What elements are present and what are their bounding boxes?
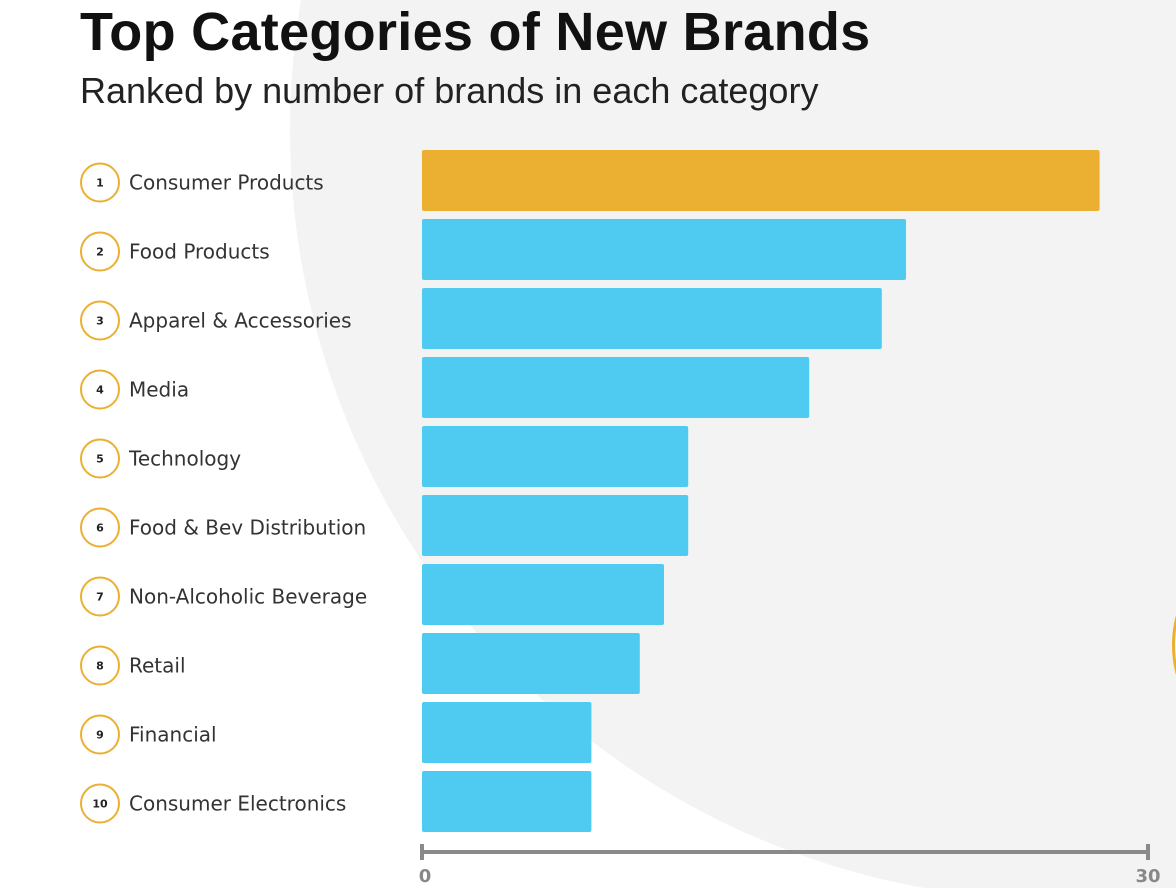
rank-number-9: 9 — [96, 729, 104, 742]
category-label-3: Apparel & Accessories — [129, 309, 352, 333]
category-label-6: Food & Bev Distribution — [129, 516, 366, 540]
rank-circle-7 — [80, 576, 120, 617]
x-tick-label-0: 0 — [419, 866, 432, 887]
rank-circle-9 — [80, 714, 120, 755]
page-title: Top Categories of New Brands — [80, 2, 871, 62]
category-label-10: Consumer Electronics — [129, 792, 346, 816]
rank-circle-5 — [80, 438, 120, 479]
x-tick-label-30: 30 — [1135, 866, 1160, 887]
category-label-4: Media — [129, 378, 189, 402]
bar-5 — [422, 426, 689, 487]
rank-circle-1 — [80, 162, 120, 203]
bar-2 — [422, 219, 906, 280]
bar-8 — [422, 633, 640, 694]
rank-number-7: 7 — [96, 591, 104, 604]
category-label-1: Consumer Products — [129, 171, 324, 195]
bar-6 — [422, 495, 689, 556]
bar-3 — [422, 288, 882, 349]
rank-number-8: 8 — [96, 660, 104, 673]
rank-number-5: 5 — [96, 453, 104, 466]
category-label-9: Financial — [129, 723, 217, 747]
category-label-8: Retail — [129, 654, 186, 678]
rank-number-4: 4 — [96, 384, 104, 397]
rank-circle-10 — [80, 783, 120, 824]
category-label-2: Food Products — [129, 240, 270, 264]
rank-number-3: 3 — [96, 315, 104, 328]
category-label-5: Technology — [128, 447, 241, 471]
rank-number-10: 10 — [92, 798, 108, 811]
bar-1 — [422, 150, 1100, 211]
rank-number-2: 2 — [96, 246, 104, 259]
rank-circle-8 — [80, 645, 120, 686]
rank-circle-3 — [80, 300, 120, 341]
bar-10 — [422, 771, 592, 832]
rank-circle-6 — [80, 507, 120, 548]
page-subtitle: Ranked by number of brands in each categ… — [80, 70, 819, 111]
bar-4 — [422, 357, 810, 418]
rank-number-6: 6 — [96, 522, 104, 535]
rank-circle-2 — [80, 231, 120, 272]
rank-number-1: 1 — [96, 177, 104, 190]
bar-9 — [422, 702, 592, 763]
bar-7 — [422, 564, 664, 625]
category-label-7: Non-Alcoholic Beverage — [129, 585, 367, 609]
rank-circle-4 — [80, 369, 120, 410]
